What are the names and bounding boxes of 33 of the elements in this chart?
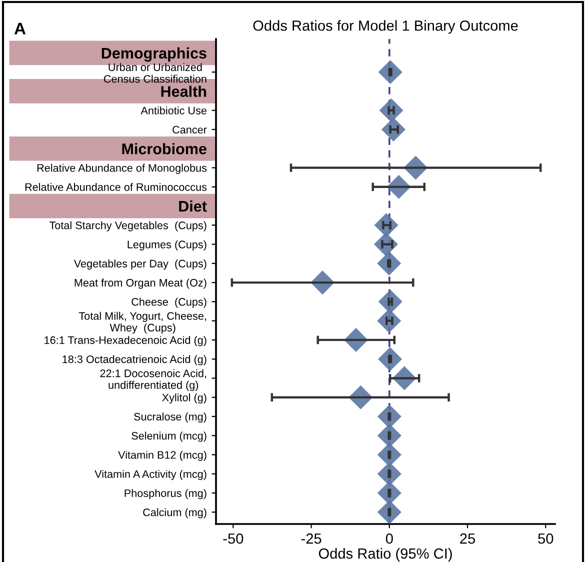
x-tick-label: 25	[460, 533, 476, 544]
x-tick-label: -25	[301, 533, 322, 544]
y-tick-label: Cheese (Cups)	[132, 298, 206, 308]
y-tick-label: Selenium (mcg)	[132, 432, 206, 442]
y-tick-label: Vitamin A Activity (mcg)	[94, 470, 206, 480]
y-tick-label: Legumes (Cups)	[128, 240, 206, 250]
y-tick-label: Health	[161, 86, 206, 97]
y-tick-label: Phosphorus (mg)	[124, 489, 206, 500]
text: A	[14, 22, 26, 34]
y-tick-label: 22:1 Docosenoic Acid, undifferentiated (g)	[100, 369, 206, 392]
y-tick-label: Vitamin B12 (mcg)	[118, 450, 206, 461]
y-tick-label: Antibiotic Use	[140, 106, 206, 114]
x-axis-title: Odds Ratio (95% CI)	[318, 548, 452, 562]
y-tick-label: Xylitol (g)	[162, 393, 206, 404]
y-tick-label: Sucralose (mg)	[134, 412, 206, 423]
y-tick-label: 18:3 Octadecatrienoic Acid (g)	[62, 355, 206, 366]
chart-title: Odds Ratios for Model 1 Binary Outcome	[253, 20, 518, 34]
y-tick-label: Demographics	[102, 47, 206, 62]
y-tick-label: Diet	[179, 200, 207, 212]
y-tick-label: Urban or Urbanized Census Classification	[104, 63, 206, 83]
y-tick-label: Meat from Organ Meat (Oz)	[74, 278, 206, 289]
y-tick-label: Relative Abundance of Monoglobus	[37, 164, 207, 174]
x-tick-label: -50	[223, 533, 244, 544]
y-tick-label: Calcium (mg)	[143, 508, 206, 518]
y-tick-label: Total Milk, Yogurt, Cheese, Whey (Cups)	[78, 312, 206, 334]
y-tick-label: Vegetables per Day (Cups)	[74, 259, 206, 270]
y-tick-label: Total Starchy Vegetables (Cups)	[49, 221, 206, 232]
x-tick-label: 50	[538, 533, 554, 544]
y-tick-label: Cancer	[172, 126, 207, 134]
y-tick-label: 16:1 Trans-Hexadecenoic Acid (g)	[44, 336, 206, 346]
x-tick-label: 0	[386, 533, 393, 544]
y-tick-label: Microbiome	[122, 143, 206, 154]
y-tick-label: Relative Abundance of Ruminococcus	[25, 182, 207, 191]
